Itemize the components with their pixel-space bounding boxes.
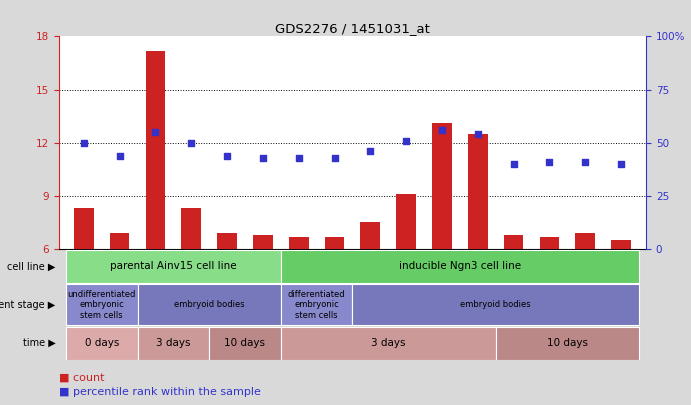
Text: 10 days: 10 days [225,338,265,348]
Point [222,152,233,159]
Point [580,159,591,165]
Bar [253,235,273,249]
Bar [611,240,631,249]
Text: time ▶: time ▶ [23,338,55,348]
Text: undifferentiated
embryonic
stem cells: undifferentiated embryonic stem cells [68,290,136,320]
Bar [504,235,523,249]
Text: 3 days: 3 days [371,338,406,348]
Bar [495,327,639,360]
Bar [361,222,380,249]
Text: development stage ▶: development stage ▶ [0,300,55,310]
Point [616,161,627,167]
Bar [281,327,495,360]
Bar [352,284,639,325]
Text: 10 days: 10 days [547,338,588,348]
Text: embryoid bodies: embryoid bodies [460,300,531,309]
Bar [217,233,237,249]
Point [544,159,555,165]
Bar [182,208,201,249]
Bar [540,237,559,249]
Point [114,152,125,159]
Text: parental Ainv15 cell line: parental Ainv15 cell line [110,261,236,271]
Text: 0 days: 0 days [84,338,119,348]
Point [329,154,340,161]
Point [401,137,412,144]
Bar [66,327,138,360]
Bar [468,134,488,249]
Bar [281,250,639,283]
Bar [209,327,281,360]
Point [257,154,268,161]
Bar [74,208,94,249]
Text: cell line ▶: cell line ▶ [7,261,55,271]
Text: differentiated
embryonic
stem cells: differentiated embryonic stem cells [287,290,346,320]
Text: inducible Ngn3 cell line: inducible Ngn3 cell line [399,261,521,271]
Text: ■ count: ■ count [59,373,104,383]
Bar [432,123,452,249]
Point [508,161,519,167]
Point [437,127,448,133]
Bar [110,233,129,249]
Point [78,139,89,146]
Text: embryoid bodies: embryoid bodies [174,300,245,309]
Bar [576,233,595,249]
Bar [138,284,281,325]
Text: ■ percentile rank within the sample: ■ percentile rank within the sample [59,387,261,397]
Bar [281,284,352,325]
Bar [146,51,165,249]
Bar [138,327,209,360]
Bar [289,237,309,249]
Title: GDS2276 / 1451031_at: GDS2276 / 1451031_at [275,22,430,35]
Bar [396,194,416,249]
Point [293,154,304,161]
Point [472,131,483,138]
Text: 3 days: 3 days [156,338,191,348]
Bar [325,237,344,249]
Bar [66,284,138,325]
Point [150,129,161,135]
Point [186,139,197,146]
Point [365,148,376,154]
Bar [66,250,281,283]
